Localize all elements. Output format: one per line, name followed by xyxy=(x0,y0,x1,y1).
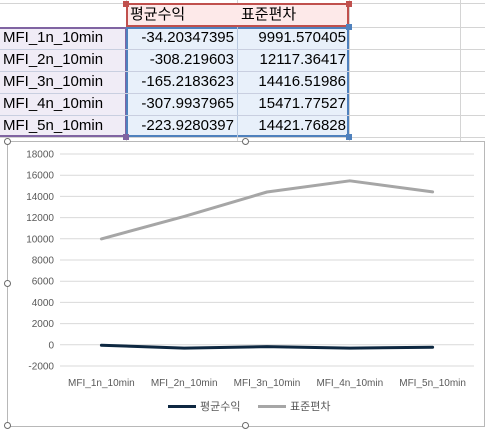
avg-value-cell[interactable]: -34.20347395 xyxy=(141,29,234,46)
avg-value-cell[interactable]: -165.2183623 xyxy=(141,73,234,90)
x-tick-label: MFI_4n_10min xyxy=(316,378,383,389)
chart-plot-area: -2000 0 2000 4000 6000 8000 10000 12000 14000 160… xyxy=(26,150,474,413)
std-value-cell[interactable]: 15471.77527 xyxy=(258,95,346,112)
chart-resize-handle-top-left[interactable] xyxy=(4,138,11,145)
y-tick-label: 14000 xyxy=(26,192,54,203)
chart-resize-handle-mid-left[interactable] xyxy=(4,280,11,287)
x-tick-label: MFI_1n_10min xyxy=(68,378,135,389)
row-label-cell[interactable]: MFI_2n_10min xyxy=(3,51,104,68)
std-value-cell[interactable]: 14416.51986 xyxy=(258,73,346,90)
y-tick-label: 8000 xyxy=(32,256,55,267)
y-tick-label: -2000 xyxy=(28,362,54,373)
avg-value-cell[interactable]: -308.219603 xyxy=(149,51,234,68)
std-value-cell[interactable]: 12117.36417 xyxy=(259,51,346,68)
chart-resize-handle-bottom-center[interactable] xyxy=(242,422,249,429)
x-tick-label: MFI_3n_10min xyxy=(234,378,301,389)
legend-label-std: 표준편차 xyxy=(290,400,330,413)
y-tick-label: 18000 xyxy=(26,150,54,161)
series-line-avg xyxy=(99,343,435,350)
line-chart[interactable]: -2000 0 2000 4000 6000 8000 10000 12000 14000 160… xyxy=(7,141,485,427)
chart-resize-handle-bottom-left[interactable] xyxy=(4,422,11,429)
header-cell-avg[interactable]: 평균수익 xyxy=(130,6,186,23)
x-tick-label: MFI_5n_10min xyxy=(399,378,466,389)
y-tick-label: 0 xyxy=(48,340,54,351)
y-tick-label: 16000 xyxy=(26,171,54,182)
chart-resize-handle-top-center[interactable] xyxy=(242,138,249,145)
row-label-cell[interactable]: MFI_5n_10min xyxy=(3,117,104,134)
avg-value-cell[interactable]: -223.9280397 xyxy=(141,117,234,134)
header-cell-std[interactable]: 표준편차 xyxy=(241,6,297,23)
row-label-cell[interactable]: MFI_4n_10min xyxy=(3,95,104,112)
x-tick-label: MFI_2n_10min xyxy=(151,378,218,389)
header-range-highlight xyxy=(126,3,349,27)
y-tick-label: 12000 xyxy=(26,213,54,224)
y-tick-label: 4000 xyxy=(32,298,55,309)
legend-label-avg: 평균수익 xyxy=(200,400,240,413)
row-label-cell[interactable]: MFI_1n_10min xyxy=(3,29,104,46)
avg-value-cell[interactable]: -307.9937965 xyxy=(141,95,234,112)
series-line-std xyxy=(99,179,435,241)
y-tick-label: 6000 xyxy=(32,277,55,288)
std-value-cell[interactable]: 14421.76828 xyxy=(258,117,346,134)
y-tick-label: 2000 xyxy=(32,319,55,330)
std-value-cell[interactable]: 9991.570405 xyxy=(258,29,346,46)
label-range-highlight xyxy=(0,27,127,137)
row-label-cell[interactable]: MFI_3n_10min xyxy=(3,73,104,90)
y-tick-label: 10000 xyxy=(26,234,54,245)
